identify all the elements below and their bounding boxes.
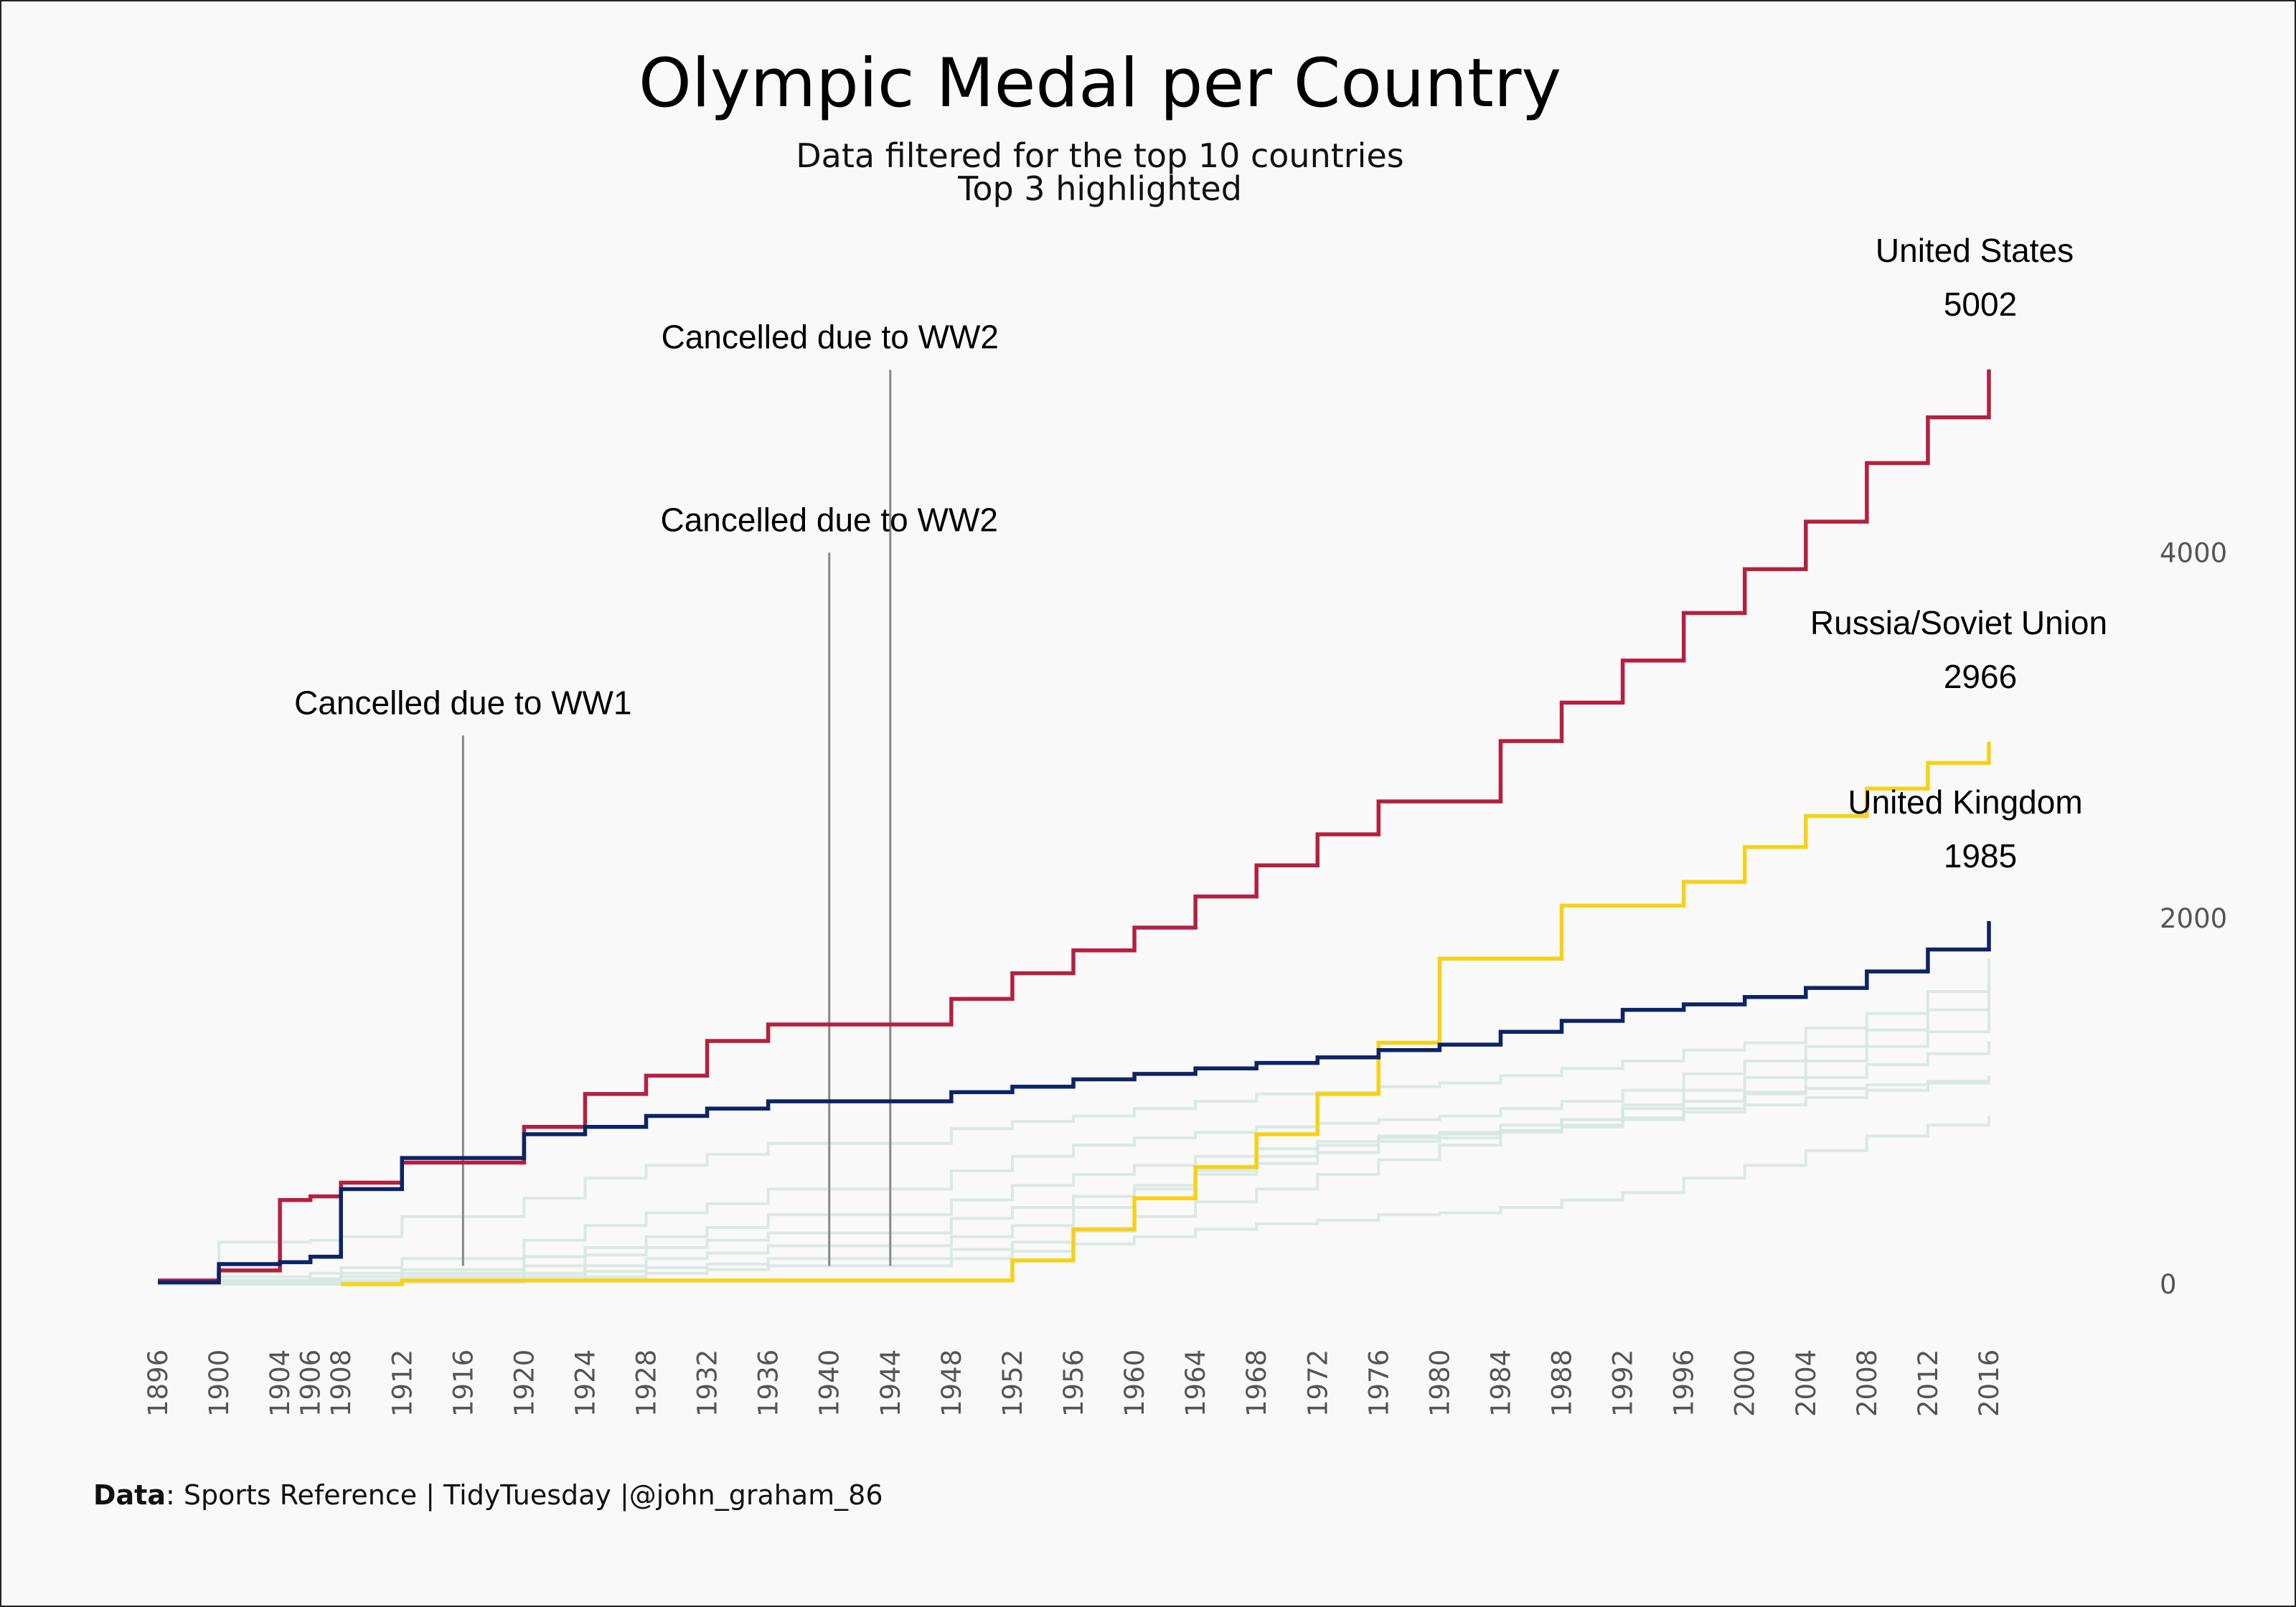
chart-title: Olympic Medal per Country (638, 44, 1562, 123)
x-tick-label-1976: 1976 (1363, 1349, 1394, 1417)
series-line-russia-soviet-union (341, 741, 1991, 1286)
caption: Data: Sports Reference | TidyTuesday |@j… (93, 1479, 883, 1511)
series-label-russia-soviet-union: Russia/Soviet Union (1810, 604, 2107, 641)
x-tick-label-2008: 2008 (1852, 1349, 1883, 1417)
x-tick-label-1948: 1948 (936, 1349, 967, 1417)
x-tick-label-1928: 1928 (631, 1349, 662, 1417)
series-label-united-kingdom: United Kingdom (1848, 783, 2082, 821)
x-tick-label-2004: 2004 (1791, 1349, 1822, 1417)
background-series-line-2 (158, 984, 1990, 1285)
x-tick-label-1980: 1980 (1424, 1349, 1455, 1417)
x-tick-label-1908: 1908 (326, 1349, 357, 1417)
x-tick-label-1956: 1956 (1058, 1349, 1089, 1417)
x-tick-label-1984: 1984 (1485, 1349, 1516, 1417)
x-tick-label-1988: 1988 (1547, 1349, 1578, 1417)
annotation-label-1: Cancelled due to WW1 (294, 684, 631, 721)
background-series-line-3 (158, 1006, 1990, 1285)
x-tick-label-1964: 1964 (1180, 1349, 1211, 1417)
x-tick-label-1900: 1900 (204, 1349, 235, 1417)
x-tick-label-1968: 1968 (1241, 1349, 1272, 1417)
x-tick-label-1924: 1924 (570, 1349, 601, 1417)
x-tick-label-1972: 1972 (1302, 1349, 1333, 1417)
x-tick-label-1992: 1992 (1608, 1349, 1639, 1417)
annotation-label-2: Cancelled due to WW2 (661, 501, 998, 538)
series-value-united-states: 5002 (1944, 286, 2017, 323)
background-series-line-4 (158, 1040, 1990, 1286)
chart-subtitle-line-2: Top 3 highlighted (958, 169, 1242, 208)
background-series-line-5 (158, 1075, 1990, 1286)
caption-bold-label: Data (93, 1479, 166, 1511)
x-tick-label-2000: 2000 (1730, 1349, 1761, 1417)
y-tick-label-2000: 2000 (2160, 903, 2227, 934)
series-label-united-states: United States (1876, 232, 2074, 269)
x-tick-label-2012: 2012 (1913, 1349, 1944, 1417)
x-tick-label-1996: 1996 (1669, 1349, 1700, 1417)
chart-subtitle-line-1: Data filtered for the top 10 countries (796, 136, 1404, 175)
x-tick-label-1896: 1896 (143, 1349, 174, 1417)
x-tick-label-1944: 1944 (875, 1349, 906, 1417)
x-tick-label-1940: 1940 (814, 1349, 845, 1417)
x-tick-label-1906: 1906 (296, 1349, 326, 1417)
background-series-line-1 (158, 958, 1990, 1284)
series-line-united-kingdom (158, 921, 1991, 1285)
x-tick-label-1920: 1920 (509, 1349, 540, 1417)
x-tick-label-1912: 1912 (387, 1349, 418, 1417)
series-value-russia-soviet-union: 2966 (1944, 658, 2017, 695)
y-tick-label-0: 0 (2160, 1269, 2177, 1300)
x-tick-label-1916: 1916 (448, 1349, 479, 1417)
annotation-label-3: Cancelled due to WW2 (662, 319, 999, 356)
x-tick-label-1936: 1936 (753, 1349, 784, 1417)
x-tick-label-1960: 1960 (1119, 1349, 1150, 1417)
caption-text: : Sports Reference | TidyTuesday |@john_… (166, 1479, 883, 1511)
x-tick-label-1932: 1932 (692, 1349, 723, 1417)
x-tick-label-1904: 1904 (265, 1349, 296, 1417)
x-tick-label-2016: 2016 (1974, 1349, 2005, 1417)
series-value-united-kingdom: 1985 (1944, 837, 2017, 875)
y-tick-label-4000: 4000 (2160, 537, 2227, 568)
x-tick-label-1952: 1952 (997, 1349, 1028, 1417)
